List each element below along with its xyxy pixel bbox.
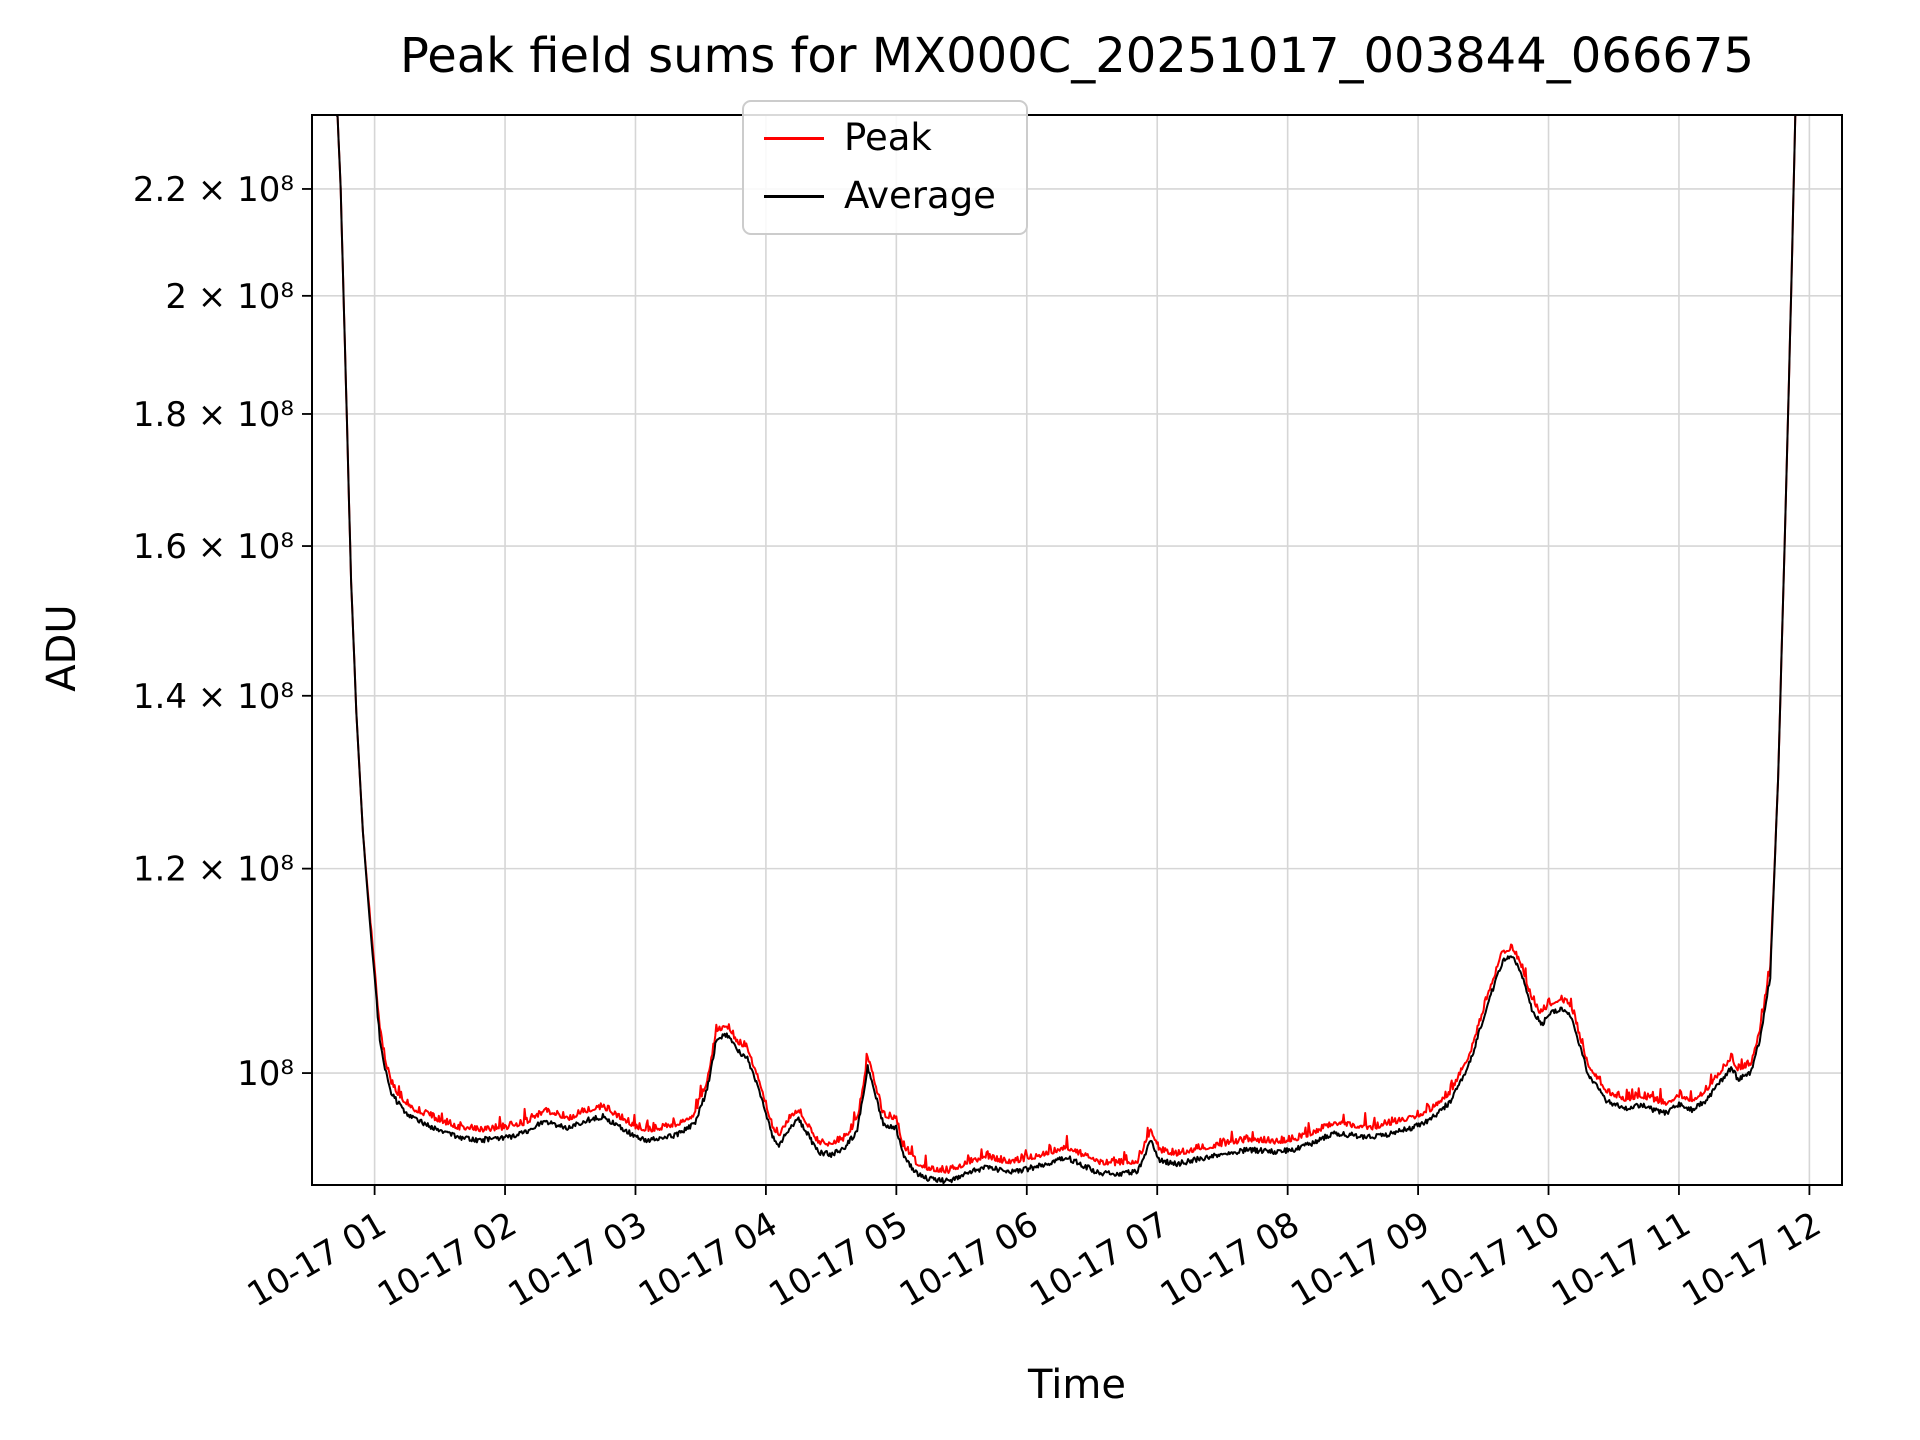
y-tick-label: 2.2 × 10⁸ — [133, 170, 294, 210]
plot-border — [311, 114, 1843, 1186]
y-tick-label: 1.8 × 10⁸ — [133, 395, 294, 435]
x-tick-label: 10-17 04 — [632, 1204, 784, 1315]
legend-line-swatch — [764, 195, 824, 199]
legend-item-peak: Peak — [764, 116, 996, 160]
x-tick-label: 10-17 08 — [1154, 1204, 1306, 1315]
x-tick-label: 10-17 11 — [1545, 1204, 1697, 1315]
x-tick-label: 10-17 06 — [893, 1204, 1045, 1315]
legend-label: Average — [844, 174, 996, 218]
legend-item-average: Average — [764, 174, 996, 218]
x-tick-label: 10-17 12 — [1676, 1204, 1828, 1315]
series-line-peak — [312, 114, 1842, 1174]
legend-label: Peak — [844, 116, 932, 159]
y-tick-label: 2 × 10⁸ — [165, 277, 294, 317]
legend: Peak Average — [742, 100, 1028, 235]
y-tick-label: 10⁸ — [237, 1054, 294, 1094]
x-axis-label: Time — [1028, 1362, 1126, 1408]
series-line-average — [312, 114, 1842, 1185]
x-tick-label: 10-17 09 — [1284, 1204, 1436, 1315]
x-tick-label: 10-17 02 — [371, 1204, 523, 1315]
x-tick-label: 10-17 07 — [1023, 1204, 1175, 1315]
legend-line-swatch — [764, 136, 824, 140]
y-tick-label: 1.2 × 10⁸ — [133, 850, 294, 890]
x-tick-label: 10-17 10 — [1415, 1204, 1567, 1315]
y-tick-label: 1.6 × 10⁸ — [133, 527, 294, 567]
x-tick-label: 10-17 01 — [241, 1204, 393, 1315]
chart-title: Peak field sums for MX000C_20251017_0038… — [400, 28, 1754, 84]
y-tick-label: 1.4 × 10⁸ — [133, 677, 294, 717]
x-tick-label: 10-17 05 — [762, 1204, 914, 1315]
x-tick-label: 10-17 03 — [502, 1204, 654, 1315]
